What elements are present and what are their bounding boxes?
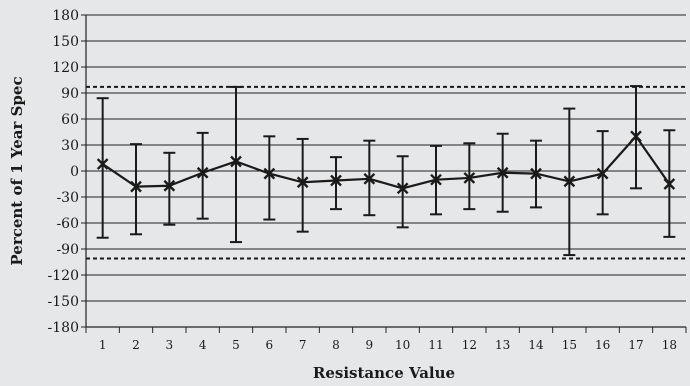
x-tick-label: 17	[628, 338, 643, 352]
data-point-marker	[130, 180, 142, 193]
data-point-marker	[296, 176, 309, 189]
data-point-marker	[196, 166, 209, 179]
y-tick-label: -30	[56, 190, 79, 206]
axes	[81, 14, 687, 333]
series	[96, 130, 676, 195]
grid-lines	[86, 14, 686, 328]
x-tick-label: 13	[495, 338, 510, 352]
series-line	[102, 134, 671, 190]
y-tick-label: 90	[61, 86, 79, 102]
marker-stroke	[363, 172, 376, 185]
error-bars	[96, 85, 676, 257]
marker-stroke	[530, 167, 542, 180]
x-tick-label: 18	[662, 338, 677, 352]
x-tick-label: 8	[332, 338, 340, 352]
data-point-marker	[330, 174, 342, 187]
y-tick-label: -60	[56, 216, 79, 232]
x-tick-label: 7	[299, 338, 307, 352]
marker-stroke	[130, 180, 142, 193]
marker-stroke	[196, 166, 209, 179]
data-point-marker	[463, 172, 476, 184]
marker-stroke	[496, 166, 509, 179]
data-point-marker	[363, 172, 376, 185]
x-tick-label: 1	[99, 338, 107, 352]
x-axis-title: Resistance Value	[313, 364, 455, 382]
data-point-marker	[396, 182, 409, 195]
x-tick-label: 15	[562, 338, 577, 352]
y-tick-labels: -180 -150 -120 -90 -60 -30 0 30 60 90 120 150 180	[48, 8, 79, 336]
x-tick-label: 14	[528, 338, 544, 352]
marker-stroke	[596, 167, 609, 180]
x-tick-label: 6	[266, 338, 274, 352]
y-tick-label: -150	[48, 294, 79, 310]
marker-stroke	[463, 172, 476, 184]
data-point-marker	[663, 178, 676, 190]
data-point-marker	[430, 173, 442, 186]
y-tick-label: -90	[56, 242, 79, 258]
data-point-marker	[263, 167, 276, 180]
marker-stroke	[563, 175, 576, 188]
data-point-marker	[230, 155, 242, 168]
data-point-marker	[163, 179, 176, 192]
x-tick-label: 5	[232, 338, 240, 352]
y-tick-label: 60	[61, 112, 79, 128]
data-point-marker	[96, 158, 109, 170]
y-tick-label: 150	[52, 34, 79, 50]
marker-stroke	[296, 176, 309, 189]
x-tick-labels: 1 2 3 4 5 6 7 8 9 10 11 12 13 14 15 16 17 18	[99, 338, 677, 352]
x-tick-label: 11	[428, 338, 443, 352]
marker-stroke	[263, 167, 276, 180]
data-point-marker	[596, 167, 609, 180]
marker-stroke	[663, 178, 676, 190]
y-tick-label: 0	[70, 164, 79, 180]
x-tick-label: 9	[366, 338, 374, 352]
marker-stroke	[630, 130, 642, 143]
marker-stroke	[396, 182, 409, 195]
y-tick-label: -180	[48, 320, 79, 336]
y-tick-label: 180	[52, 8, 79, 24]
data-point-marker	[496, 166, 509, 179]
marker-stroke	[230, 155, 242, 168]
y-tick-label: 120	[52, 60, 79, 76]
marker-stroke	[96, 158, 109, 170]
reference-lines	[86, 85, 686, 260]
y-tick-label: -120	[48, 268, 79, 284]
y-tick-label: 30	[61, 138, 79, 154]
data-point-marker	[530, 167, 542, 180]
marker-stroke	[330, 174, 342, 187]
data-point-marker	[563, 175, 576, 188]
marker-stroke	[163, 179, 176, 192]
x-tick-label: 2	[132, 338, 140, 352]
x-tick-label: 10	[395, 338, 410, 352]
x-tick-label: 3	[166, 338, 174, 352]
marker-stroke	[430, 173, 442, 186]
x-tick-label: 12	[462, 338, 477, 352]
x-tick-label: 16	[595, 338, 610, 352]
x-tick-label: 4	[199, 338, 207, 352]
data-point-marker	[630, 130, 642, 143]
y-axis-title: Percent of 1 Year Spec	[8, 76, 26, 265]
